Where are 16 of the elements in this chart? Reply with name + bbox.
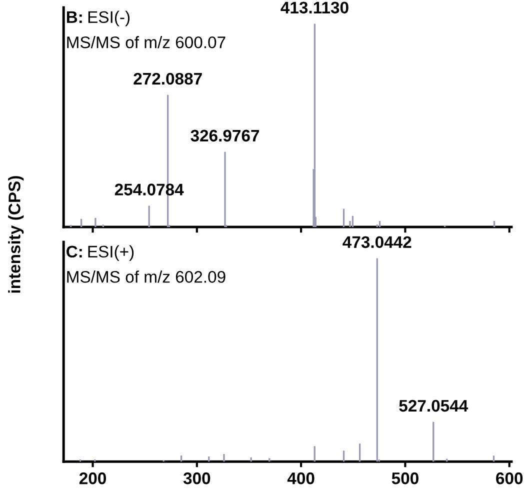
chart-title: C: ESI(+) xyxy=(66,245,134,261)
text: MS/MS of m/z 600.07 xyxy=(67,36,226,48)
x-tick-label: 500 xyxy=(392,472,418,484)
annotation: 272.0887 xyxy=(134,72,202,85)
x-tick-label: 400 xyxy=(287,472,314,484)
x-tick-label: 600 xyxy=(496,472,523,484)
annotation: 413.1130 xyxy=(280,2,348,14)
annotation: 473.0442 xyxy=(342,236,412,248)
x-tick-label: 300 xyxy=(183,472,210,484)
text: MS/MS of m/z 602.09 xyxy=(67,270,226,283)
x-tick-label: 200 xyxy=(79,472,106,484)
chart-title: B: ESI(-) xyxy=(66,10,130,26)
annotation: 527.0544 xyxy=(399,400,468,412)
annotation: 326.9767 xyxy=(190,130,260,142)
y-axis-title: intensity (CPS) xyxy=(8,176,24,293)
annotation: 254.0784 xyxy=(114,184,184,196)
